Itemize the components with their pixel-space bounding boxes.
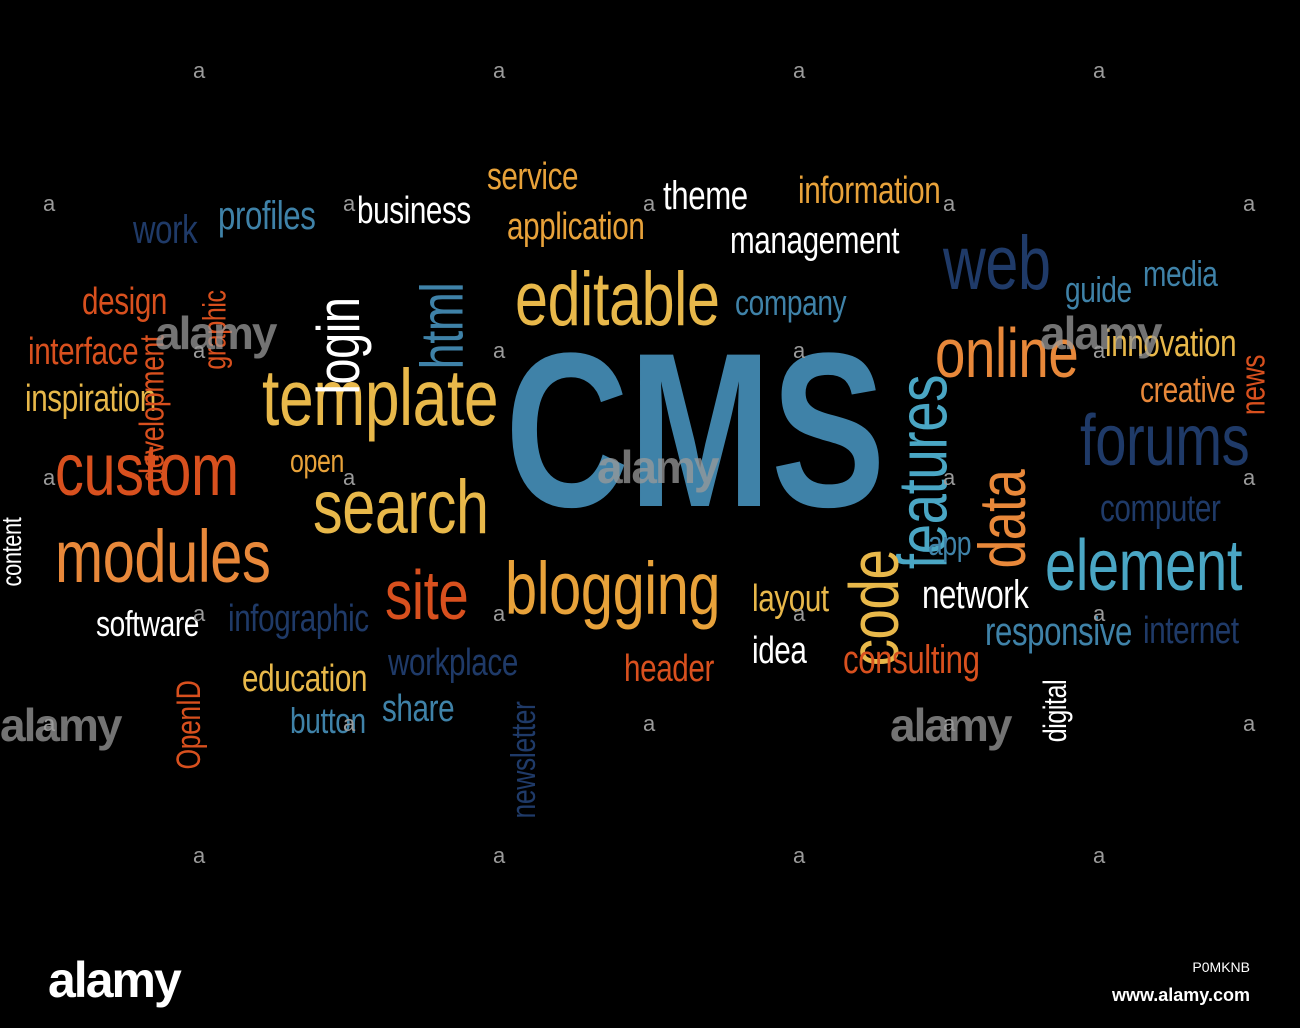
watermark-mark: a xyxy=(493,58,506,83)
watermark-mark: a xyxy=(793,338,806,363)
word-inspiration: inspiration xyxy=(25,378,156,420)
word-web: web xyxy=(943,221,1051,306)
word-profiles: profiles xyxy=(218,194,316,238)
watermark-mark: a xyxy=(943,191,956,216)
word-responsive: responsive xyxy=(985,610,1132,654)
word-newsletter: newsletter xyxy=(504,701,543,819)
word-data: data xyxy=(964,469,1039,569)
word-service: service xyxy=(487,156,579,198)
word-management: management xyxy=(730,220,900,262)
word-openid: OpenID xyxy=(170,679,209,770)
watermark-mark: a xyxy=(1243,711,1256,736)
word-app: app xyxy=(928,525,972,563)
word-search: search xyxy=(313,465,489,550)
word-editable: editable xyxy=(515,257,720,342)
word-open: open xyxy=(290,443,344,479)
watermark-mark: a xyxy=(1093,843,1106,868)
watermark-mark: a xyxy=(43,711,56,736)
word-design: design xyxy=(82,281,168,323)
word-button: button xyxy=(290,700,366,741)
word-software: software xyxy=(96,603,200,644)
alamy-url: www.alamy.com xyxy=(1111,985,1250,1005)
watermark-mark: a xyxy=(493,843,506,868)
word-online: online xyxy=(935,314,1079,392)
watermark-mark: a xyxy=(343,711,356,736)
word-idea: idea xyxy=(752,630,807,672)
watermark-logo: alamy xyxy=(597,441,719,493)
word-company: company xyxy=(735,282,847,323)
watermark-mark: a xyxy=(943,465,956,490)
word-news: news xyxy=(1234,354,1273,416)
word-education: education xyxy=(242,658,368,700)
word-layout: layout xyxy=(752,578,829,620)
word-html: html xyxy=(408,282,476,370)
watermark-mark: a xyxy=(1243,465,1256,490)
watermark-logo: alamy xyxy=(0,699,122,751)
word-element: element xyxy=(1045,526,1243,606)
word-digital: digital xyxy=(1036,679,1073,743)
word-share: share xyxy=(382,688,455,730)
watermark-mark: a xyxy=(193,601,206,626)
word-business: business xyxy=(357,190,471,232)
word-application: application xyxy=(507,206,645,248)
watermark-mark: a xyxy=(793,601,806,626)
word-modules: modules xyxy=(55,515,271,598)
word-forums: forums xyxy=(1080,401,1250,481)
word-login: login xyxy=(304,297,372,395)
watermark-mark: a xyxy=(43,191,56,216)
watermark-logo: alamy xyxy=(155,307,277,359)
alamy-logo: alamy xyxy=(48,952,182,1008)
word-theme: theme xyxy=(663,174,748,218)
watermark-mark: a xyxy=(1093,58,1106,83)
word-guide: guide xyxy=(1065,269,1132,310)
word-internet: internet xyxy=(1143,610,1239,652)
watermark-mark: a xyxy=(793,58,806,83)
word-network: network xyxy=(922,573,1029,617)
word-interface: interface xyxy=(28,331,139,373)
image-id: P0MKNB xyxy=(1192,959,1250,975)
watermark-mark: a xyxy=(493,601,506,626)
watermark-mark: a xyxy=(793,843,806,868)
watermark-mark: a xyxy=(193,338,206,363)
watermark-mark: a xyxy=(193,843,206,868)
word-site: site xyxy=(385,556,469,634)
watermark-mark: a xyxy=(43,465,56,490)
watermark-mark: a xyxy=(643,191,656,216)
watermark-mark: a xyxy=(1093,338,1106,363)
watermark-mark: a xyxy=(643,711,656,736)
word-creative: creative xyxy=(1140,369,1236,410)
word-cms: CMS xyxy=(505,307,886,553)
word-media: media xyxy=(1143,253,1218,294)
word-consulting: consulting xyxy=(843,638,980,682)
word-blogging: blogging xyxy=(505,547,721,630)
word-information: information xyxy=(798,170,941,212)
watermark-mark: a xyxy=(343,465,356,490)
watermark-mark: a xyxy=(193,58,206,83)
word-custom: custom xyxy=(55,428,239,511)
watermark-mark: a xyxy=(1243,191,1256,216)
word-template: template xyxy=(262,353,499,442)
watermark-logo: alamy xyxy=(890,699,1012,751)
word-content: content xyxy=(0,517,27,587)
word-infographic: infographic xyxy=(228,598,369,640)
watermark-mark: a xyxy=(943,711,956,736)
watermark-mark: a xyxy=(343,191,356,216)
watermark-mark: a xyxy=(493,338,506,363)
word-workplace: workplace xyxy=(388,642,518,684)
watermark-logo: alamy xyxy=(1040,307,1162,359)
word-work: work xyxy=(133,208,198,252)
word-innovation: innovation xyxy=(1105,323,1237,365)
word-header: header xyxy=(624,648,714,690)
word-computer: computer xyxy=(1100,488,1221,530)
watermark-mark: a xyxy=(1093,601,1106,626)
